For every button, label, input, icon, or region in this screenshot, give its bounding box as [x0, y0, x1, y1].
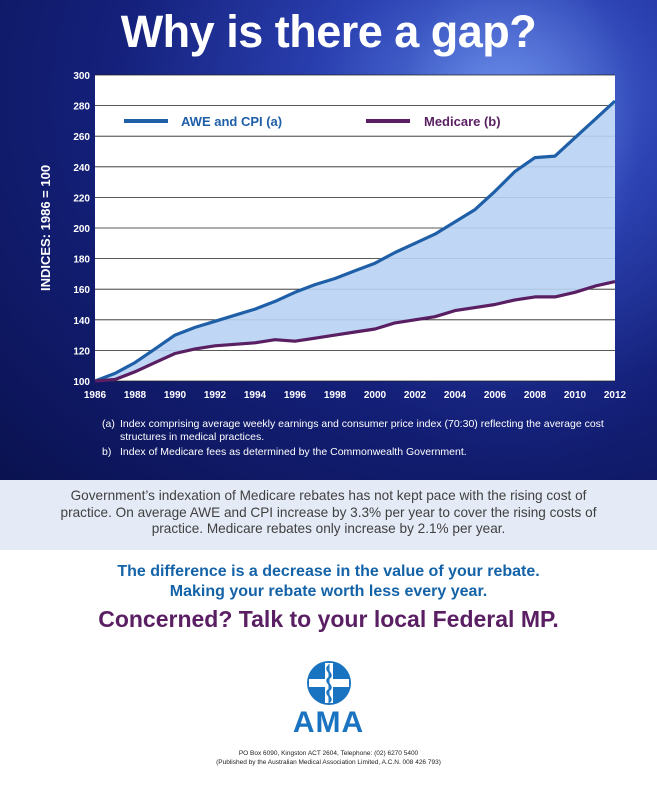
y-tick-label: 260 — [73, 132, 90, 143]
footer-address: PO Box 6090, Kingston ACT 2604, Telephon… — [0, 750, 657, 767]
ama-logo-text: AMA — [292, 706, 365, 739]
page-title: Why is there a gap? — [120, 6, 537, 57]
x-tick-label: 2008 — [524, 390, 547, 401]
x-tick-label: 1990 — [164, 390, 187, 401]
note-marker: b) — [102, 446, 112, 458]
address-line-2: (Published by the Australian Medical Ass… — [216, 758, 441, 766]
y-tick-label: 120 — [73, 346, 90, 357]
y-tick-label: 160 — [73, 285, 90, 296]
y-tick-label: 240 — [73, 163, 90, 174]
y-tick-label: 140 — [73, 316, 90, 327]
x-tick-label: 1996 — [284, 390, 307, 401]
info-band-text: Government’s indexation of Medicare reba… — [60, 488, 597, 536]
address-line-1: PO Box 6090, Kingston ACT 2604, Telephon… — [238, 750, 419, 757]
legend-label-awe-cpi: AWE and CPI (a) — [181, 114, 282, 129]
note-text: Index comprising average weekly earnings… — [120, 418, 604, 443]
difference-line-2: Making your rebate worth less every year… — [169, 583, 488, 600]
x-tick-label: 2006 — [484, 390, 507, 401]
x-tick-label: 2010 — [564, 390, 587, 401]
x-tick-label: 2000 — [364, 390, 387, 401]
x-tick-label: 2002 — [404, 390, 427, 401]
y-tick-label: 200 — [73, 224, 90, 235]
chart-note-b: b) Index of Medicare fees as determined … — [102, 446, 622, 459]
y-axis-label: INDICES: 1986 = 100 — [38, 165, 53, 291]
call-to-action: Concerned? Talk to your local Federal MP… — [98, 606, 559, 632]
y-tick-label: 180 — [73, 255, 90, 266]
chart-notes: (a) Index comprising average weekly earn… — [102, 418, 622, 461]
y-tick-label: 300 — [73, 71, 90, 82]
x-tick-label: 2012 — [604, 390, 627, 401]
line-chart: 100 120 140 160 180 200 220 240 260 280 300 1986 19… — [38, 71, 627, 401]
x-tick-label: 1988 — [124, 390, 147, 401]
series-line-awe-cpi — [94, 99, 617, 383]
difference-line-1: The difference is a decrease in the valu… — [117, 563, 540, 580]
series-line-medicare — [94, 280, 616, 383]
chart-note-a: (a) Index comprising average weekly earn… — [102, 418, 622, 444]
note-text: Index of Medicare fees as determined by … — [120, 446, 467, 458]
x-tick-label: 1992 — [204, 390, 227, 401]
x-tick-label: 1994 — [244, 390, 267, 401]
x-tick-label: 1986 — [84, 390, 107, 401]
x-tick-label: 2004 — [444, 390, 467, 401]
legend-label-medicare: Medicare (b) — [424, 114, 501, 129]
x-tick-label: 1998 — [324, 390, 347, 401]
info-band — [0, 480, 657, 550]
y-tick-label: 100 — [73, 377, 90, 388]
ama-logo-icon — [307, 661, 351, 705]
y-tick-label: 280 — [73, 102, 90, 113]
y-tick-label: 220 — [73, 193, 90, 204]
difference-message: The difference is a decrease in the valu… — [0, 562, 657, 602]
note-marker: (a) — [102, 418, 115, 430]
gap-area — [95, 101, 615, 381]
